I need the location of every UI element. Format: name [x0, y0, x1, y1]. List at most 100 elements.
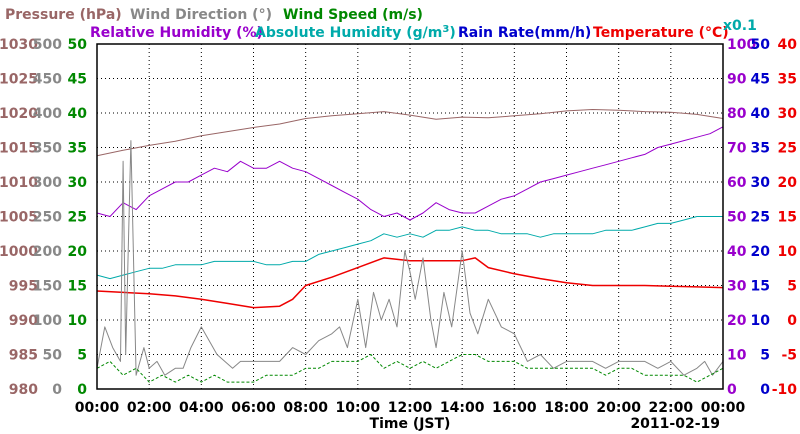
y-tick-label-rain-rate: 50	[751, 37, 771, 53]
y-tick-label-humidity: 0	[727, 382, 737, 398]
series-wind-direction	[96, 140, 724, 376]
y-tick-label-wind-direction: 150	[33, 279, 62, 295]
y-tick-label-pressure: 1015	[0, 141, 38, 157]
x-tick-label: 16:00	[492, 400, 537, 416]
y-tick-label-rain-rate: 0	[760, 382, 770, 398]
y-tick-label-wind-speed: 50	[68, 37, 88, 53]
y-tick-label-humidity: 40	[727, 244, 747, 260]
y-tick-label-temperature: 5	[787, 279, 797, 295]
y-tick-label-temperature: 20	[778, 175, 798, 191]
y-tick-label-humidity: 30	[727, 279, 747, 295]
y-tick-label-humidity: 100	[727, 37, 756, 53]
y-tick-label-humidity: 20	[727, 313, 747, 329]
y-tick-label-wind-speed: 45	[68, 72, 87, 88]
y-tick-label-temperature: 30	[778, 106, 798, 122]
grid-lines	[97, 44, 723, 389]
x-tick-label: 12:00	[388, 400, 433, 416]
y-tick-label-wind-speed: 10	[68, 313, 88, 329]
y-tick-label-wind-direction: 0	[52, 382, 62, 398]
x-tick-label: 00:00	[75, 400, 120, 416]
y-tick-label-wind-speed: 15	[68, 279, 87, 295]
series-wind-speed-m-s	[96, 354, 724, 383]
x-tick-label: 22:00	[649, 400, 694, 416]
y-tick-label-rain-rate: 25	[751, 210, 770, 226]
y-tick-label-temperature: 25	[778, 141, 797, 157]
legend-item-rain-rate: Rain Rate(mm/h)	[458, 25, 591, 41]
y-tick-label-rain-rate: 10	[751, 313, 771, 329]
y-tick-label-rain-rate: 45	[751, 72, 770, 88]
y-tick-label-pressure: 1025	[0, 72, 38, 88]
y-tick-label-wind-direction: 500	[33, 37, 62, 53]
legend-item-wind-direction: Wind Direction (°)	[130, 7, 272, 23]
legend-item-relative-humidity: Relative Humidity (%)	[90, 25, 263, 41]
series-temperature-c	[96, 257, 724, 309]
y-tick-label-temperature: -5	[781, 348, 797, 364]
y-tick-label-pressure: 990	[9, 313, 38, 329]
scale-note: x0.1	[723, 18, 757, 34]
y-tick-label-temperature: 40	[778, 37, 798, 53]
y-tick-label-rain-rate: 20	[751, 244, 771, 260]
y-tick-label-rain-rate: 35	[751, 141, 770, 157]
y-tick-label-pressure: 1030	[0, 37, 38, 53]
y-tick-label-wind-speed: 20	[68, 244, 88, 260]
y-tick-label-humidity: 10	[727, 348, 747, 364]
y-tick-label-rain-rate: 40	[751, 106, 771, 122]
y-tick-label-wind-direction: 50	[43, 348, 63, 364]
x-tick-label: 14:00	[440, 400, 485, 416]
y-tick-label-humidity: 70	[727, 141, 747, 157]
x-tick-label: 00:00	[701, 400, 746, 416]
y-tick-label-wind-direction: 350	[33, 141, 62, 157]
x-tick-label: 18:00	[544, 400, 589, 416]
y-tick-label-wind-speed: 30	[68, 175, 88, 191]
x-tick-label: 20:00	[596, 400, 641, 416]
y-tick-label-humidity: 90	[727, 72, 747, 88]
legend-item-absolute-humidity-close: )	[449, 25, 455, 41]
y-tick-label-pressure: 980	[9, 382, 38, 398]
y-tick-label-wind-speed: 35	[68, 141, 87, 157]
legend-item-absolute-humidity: Absolute Humidity (g/m3)	[255, 24, 456, 41]
x-tick-label: 10:00	[336, 400, 381, 416]
y-tick-label-humidity: 60	[727, 175, 747, 191]
legend-item-pressure: Pressure (hPa)	[5, 7, 122, 23]
y-tick-label-wind-direction: 250	[33, 210, 62, 226]
x-tick-label: 06:00	[231, 400, 276, 416]
legend-item-temperature: Temperature (°C)	[593, 25, 729, 41]
y-tick-label-pressure: 995	[9, 279, 38, 295]
y-tick-label-pressure: 985	[9, 348, 38, 364]
y-tick-label-rain-rate: 30	[751, 175, 771, 191]
y-tick-label-humidity: 80	[727, 106, 747, 122]
legend-item-wind-speed: Wind Speed (m/s)	[283, 7, 423, 23]
date-label: 2011-02-19	[630, 416, 720, 432]
y-tick-label-wind-speed: 25	[68, 210, 87, 226]
x-tick-label: 08:00	[283, 400, 328, 416]
series-relative-humidity	[96, 126, 724, 221]
y-tick-label-pressure: 1010	[0, 175, 38, 191]
legend-item-absolute-humidity-sup: 3	[442, 24, 449, 35]
y-tick-label-temperature: 35	[778, 72, 797, 88]
axis-ticks: 00:00 02:00 04:00 06:00 08:00 10:00 12:00 14:00…	[0, 37, 797, 416]
y-tick-label-wind-direction: 450	[33, 72, 62, 88]
y-tick-label-rain-rate: 15	[751, 279, 770, 295]
y-tick-label-rain-rate: 5	[760, 348, 770, 364]
x-axis-label: Time (JST)	[370, 416, 451, 432]
series-absolute-humidity-g-m	[96, 216, 723, 280]
y-tick-label-pressure: 1020	[0, 106, 38, 122]
legend-item-absolute-humidity-main: Absolute Humidity (g/m	[255, 25, 442, 41]
y-tick-label-wind-speed: 0	[77, 382, 87, 398]
y-tick-label-pressure: 1005	[0, 210, 38, 226]
series-layer	[96, 109, 724, 383]
y-tick-label-wind-speed: 40	[68, 106, 88, 122]
y-tick-label-wind-direction: 200	[33, 244, 62, 260]
plot-frame	[96, 43, 724, 390]
series-pressure-hpa	[96, 109, 724, 157]
y-tick-label-wind-speed: 5	[77, 348, 87, 364]
y-tick-label-pressure: 1000	[0, 244, 38, 260]
y-tick-label-wind-direction: 100	[33, 313, 62, 329]
y-tick-label-humidity: 50	[727, 210, 747, 226]
y-tick-label-temperature: -10	[772, 382, 798, 398]
x-tick-label: 02:00	[127, 400, 172, 416]
y-tick-label-temperature: 15	[778, 210, 797, 226]
y-tick-label-wind-direction: 300	[33, 175, 62, 191]
